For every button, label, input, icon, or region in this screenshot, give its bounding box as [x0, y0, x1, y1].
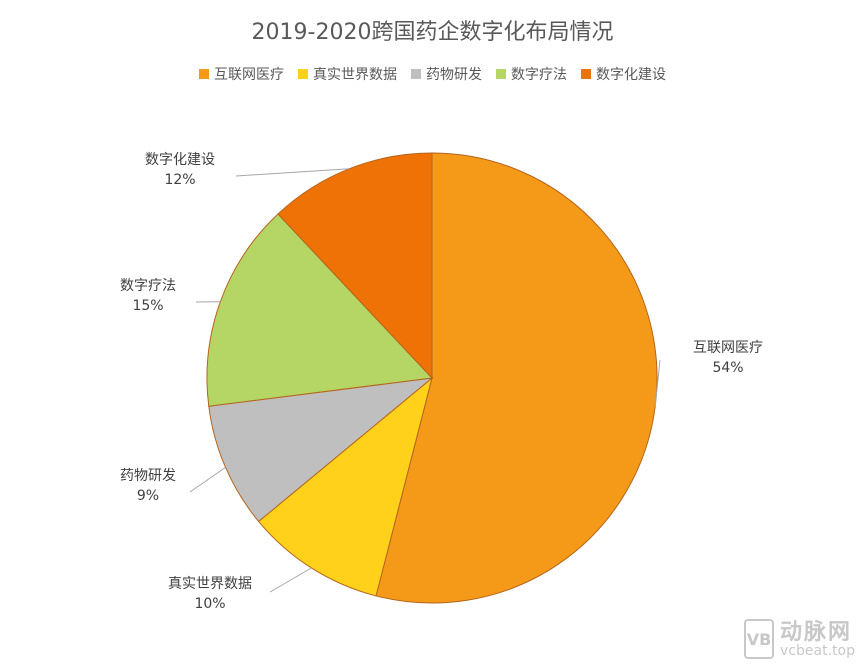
legend-entry[interactable]: 真实世界数据 — [298, 64, 397, 84]
leader-line — [269, 567, 312, 593]
legend-entry[interactable]: 数字疗法 — [496, 64, 567, 84]
legend-swatch — [199, 69, 209, 79]
legend-entry[interactable]: 数字化建设 — [581, 64, 666, 84]
legend-swatch — [496, 69, 506, 79]
leader-line — [654, 359, 661, 407]
leader-line — [189, 466, 226, 493]
pie-slices — [206, 152, 658, 604]
legend-swatch — [411, 69, 421, 79]
slice-value-label: 9% — [137, 488, 159, 504]
slice-category-label: 数字化建设 — [145, 152, 215, 168]
chart-legend: 互联网医疗 真实世界数据 药物研发 数字疗法 数字化建设 — [0, 64, 865, 84]
leader-line — [235, 168, 350, 177]
pie-slice[interactable] — [257, 376, 433, 597]
watermark-url: vcbeat.top — [780, 643, 855, 660]
leader-lines — [189, 168, 661, 593]
slice-category-label: 药物研发 — [120, 468, 176, 484]
watermark-text: 动脉网 vcbeat.top — [780, 621, 855, 659]
pie-slice[interactable] — [206, 213, 434, 407]
pie-slice[interactable] — [208, 377, 434, 523]
legend-label: 药物研发 — [426, 67, 482, 83]
legend-swatch — [581, 69, 591, 79]
legend-entry[interactable]: 互联网医疗 — [199, 64, 284, 84]
legend-label: 真实世界数据 — [313, 67, 397, 83]
slice-category-label: 真实世界数据 — [168, 576, 252, 592]
legend-swatch — [298, 69, 308, 79]
chart-title: 2019-2020跨国药企数字化布局情况 — [251, 20, 614, 45]
slice-value-label: 54% — [712, 360, 743, 376]
slice-value-label: 10% — [194, 596, 225, 612]
legend-entry[interactable]: 药物研发 — [411, 64, 482, 84]
watermark-name: 动脉网 — [780, 620, 853, 646]
slice-category-label: 数字疗法 — [120, 278, 176, 294]
slice-labels: 互联网医疗 54% 真实世界数据 10% 药物研发 9% 数字疗法 15% 数字化建设 12% — [120, 152, 763, 612]
slice-category-label: 互联网医疗 — [693, 340, 763, 356]
watermark-mark: VB — [744, 619, 775, 659]
slice-value-label: 15% — [132, 298, 163, 314]
slice-value-label: 12% — [164, 172, 195, 188]
legend-label: 数字疗法 — [511, 67, 567, 83]
legend-label: 数字化建设 — [596, 67, 666, 83]
legend-label: 互联网医疗 — [214, 67, 284, 83]
watermark-logo: VB 动脉网 vcbeat.top — [744, 619, 855, 659]
